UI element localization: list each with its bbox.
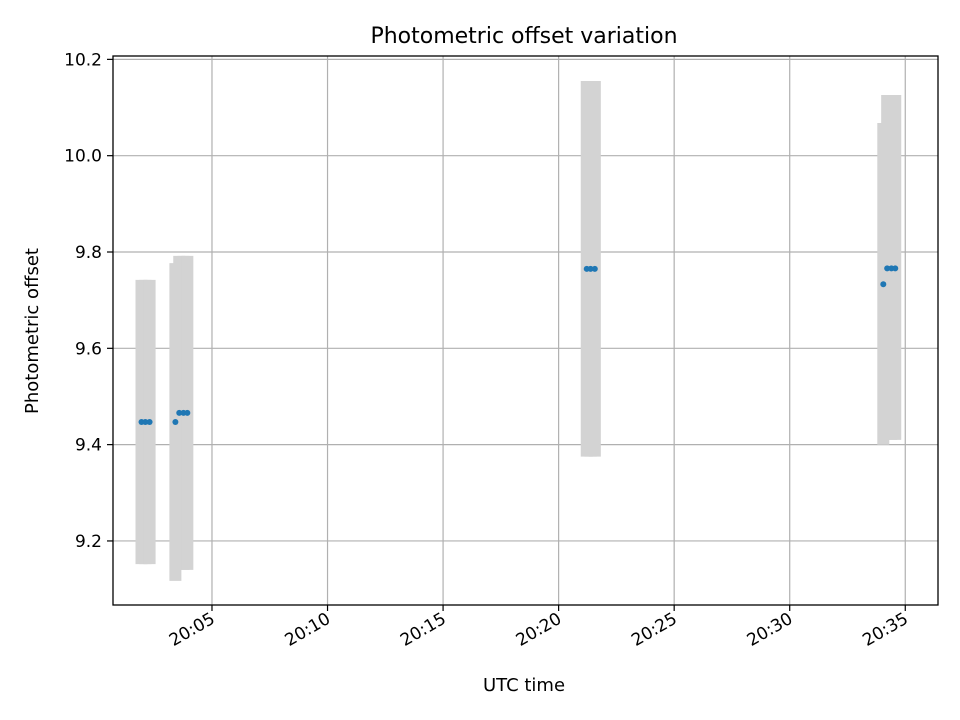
data-point [587,265,594,272]
y-tick-label: 9.4 [75,436,102,456]
y-tick-label: 9.6 [75,339,102,359]
y-tick-label: 10.2 [64,50,102,70]
x-tick-label: 20:10 [282,609,334,651]
data-point [146,419,153,425]
data-point [176,409,183,416]
y-tick-label: 10.0 [64,147,102,167]
y-tick-label: 9.8 [75,243,102,263]
data-point [184,409,191,416]
data-point [142,419,149,425]
plot-frame [112,55,939,606]
data-point [892,265,899,272]
data-point [884,265,891,272]
x-tick-label: 20:25 [628,609,680,651]
data-point [591,265,598,272]
y-axis-label: Photometric offset [22,248,43,414]
x-tick-label: 20:35 [859,609,911,651]
y-tick-label: 9.2 [75,532,102,552]
data-point [880,281,887,288]
x-tick-label: 20:30 [744,609,796,651]
chart-title: Photometric offset variation [370,24,677,49]
x-tick-label: 20:20 [513,609,565,651]
data-points [138,265,899,425]
x-tick-label: 20:15 [397,609,449,651]
data-point [172,419,179,425]
x-axis-label: UTC time [483,675,565,696]
grid [113,56,938,605]
x-tick-label: 20:05 [166,609,218,651]
